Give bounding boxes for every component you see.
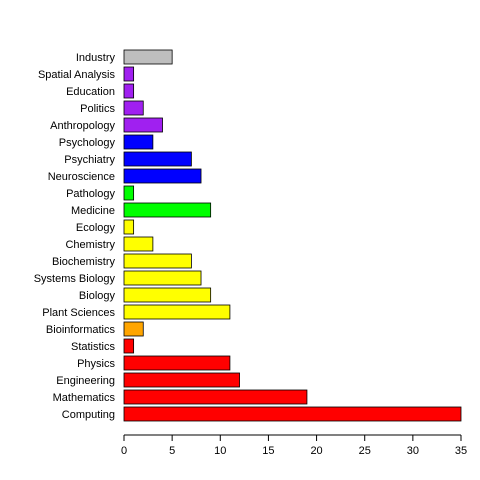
category-label-physics: Physics bbox=[77, 358, 115, 370]
bar-neuroscience bbox=[123, 168, 202, 184]
x-tick-label: 25 bbox=[359, 445, 371, 457]
bars-group bbox=[123, 49, 462, 422]
x-tick-label: 35 bbox=[455, 445, 467, 457]
category-label-anthropology: Anthropology bbox=[50, 120, 115, 132]
bar-computing bbox=[123, 406, 462, 422]
bar-bioinformatics bbox=[123, 321, 144, 337]
category-label-education: Education bbox=[66, 86, 115, 98]
bar-biology bbox=[123, 287, 212, 303]
category-label-chemistry: Chemistry bbox=[65, 239, 115, 251]
bar-education bbox=[123, 83, 135, 99]
bar-biochemistry bbox=[123, 253, 192, 269]
x-tick-label: 5 bbox=[169, 445, 175, 457]
x-axis: 0 5 10 15 20 25 30 35 bbox=[121, 434, 467, 457]
category-label-computing: Computing bbox=[62, 409, 115, 421]
category-labels-group: Industry Spatial Analysis Education Politic… bbox=[34, 52, 116, 421]
x-tick-label: 30 bbox=[407, 445, 419, 457]
category-label-politics: Politics bbox=[80, 103, 115, 115]
category-label-ecology: Ecology bbox=[76, 222, 116, 234]
bar-systems-biology bbox=[123, 270, 202, 286]
x-tick-label: 20 bbox=[310, 445, 322, 457]
bar-engineering bbox=[123, 372, 240, 388]
category-label-biochemistry: Biochemistry bbox=[52, 256, 115, 268]
category-label-systems-biology: Systems Biology bbox=[34, 273, 116, 285]
category-label-psychiatry: Psychiatry bbox=[64, 154, 115, 166]
category-label-mathematics: Mathematics bbox=[53, 392, 116, 404]
bar-mathematics bbox=[123, 389, 308, 405]
bar-statistics bbox=[123, 338, 135, 354]
x-tick-label: 15 bbox=[262, 445, 274, 457]
bar-psychology bbox=[123, 134, 154, 150]
category-label-pathology: Pathology bbox=[66, 188, 115, 200]
bar-anthropology bbox=[123, 117, 163, 133]
category-label-engineering: Engineering bbox=[56, 375, 115, 387]
bar-pathology bbox=[123, 185, 135, 201]
x-tick-label: 0 bbox=[121, 445, 127, 457]
bar-medicine bbox=[123, 202, 212, 218]
bar-politics bbox=[123, 100, 144, 116]
category-label-psychology: Psychology bbox=[59, 137, 116, 149]
category-label-neuroscience: Neuroscience bbox=[48, 171, 115, 183]
category-label-plant-sciences: Plant Sciences bbox=[42, 307, 115, 319]
bar-physics bbox=[123, 355, 231, 371]
category-label-medicine: Medicine bbox=[71, 205, 115, 217]
bar-psychiatry bbox=[123, 151, 192, 167]
category-label-industry: Industry bbox=[76, 52, 116, 64]
bar-ecology bbox=[123, 219, 135, 235]
category-label-spatial-analysis: Spatial Analysis bbox=[38, 69, 116, 81]
bar-industry bbox=[123, 49, 173, 65]
bar-plant-sciences bbox=[123, 304, 231, 320]
bar-spatial-analysis bbox=[123, 66, 135, 82]
x-tick-label: 10 bbox=[214, 445, 226, 457]
category-label-statistics: Statistics bbox=[71, 341, 116, 353]
bar-chemistry bbox=[123, 236, 154, 252]
category-label-biology: Biology bbox=[79, 290, 116, 302]
category-label-bioinformatics: Bioinformatics bbox=[46, 324, 116, 336]
